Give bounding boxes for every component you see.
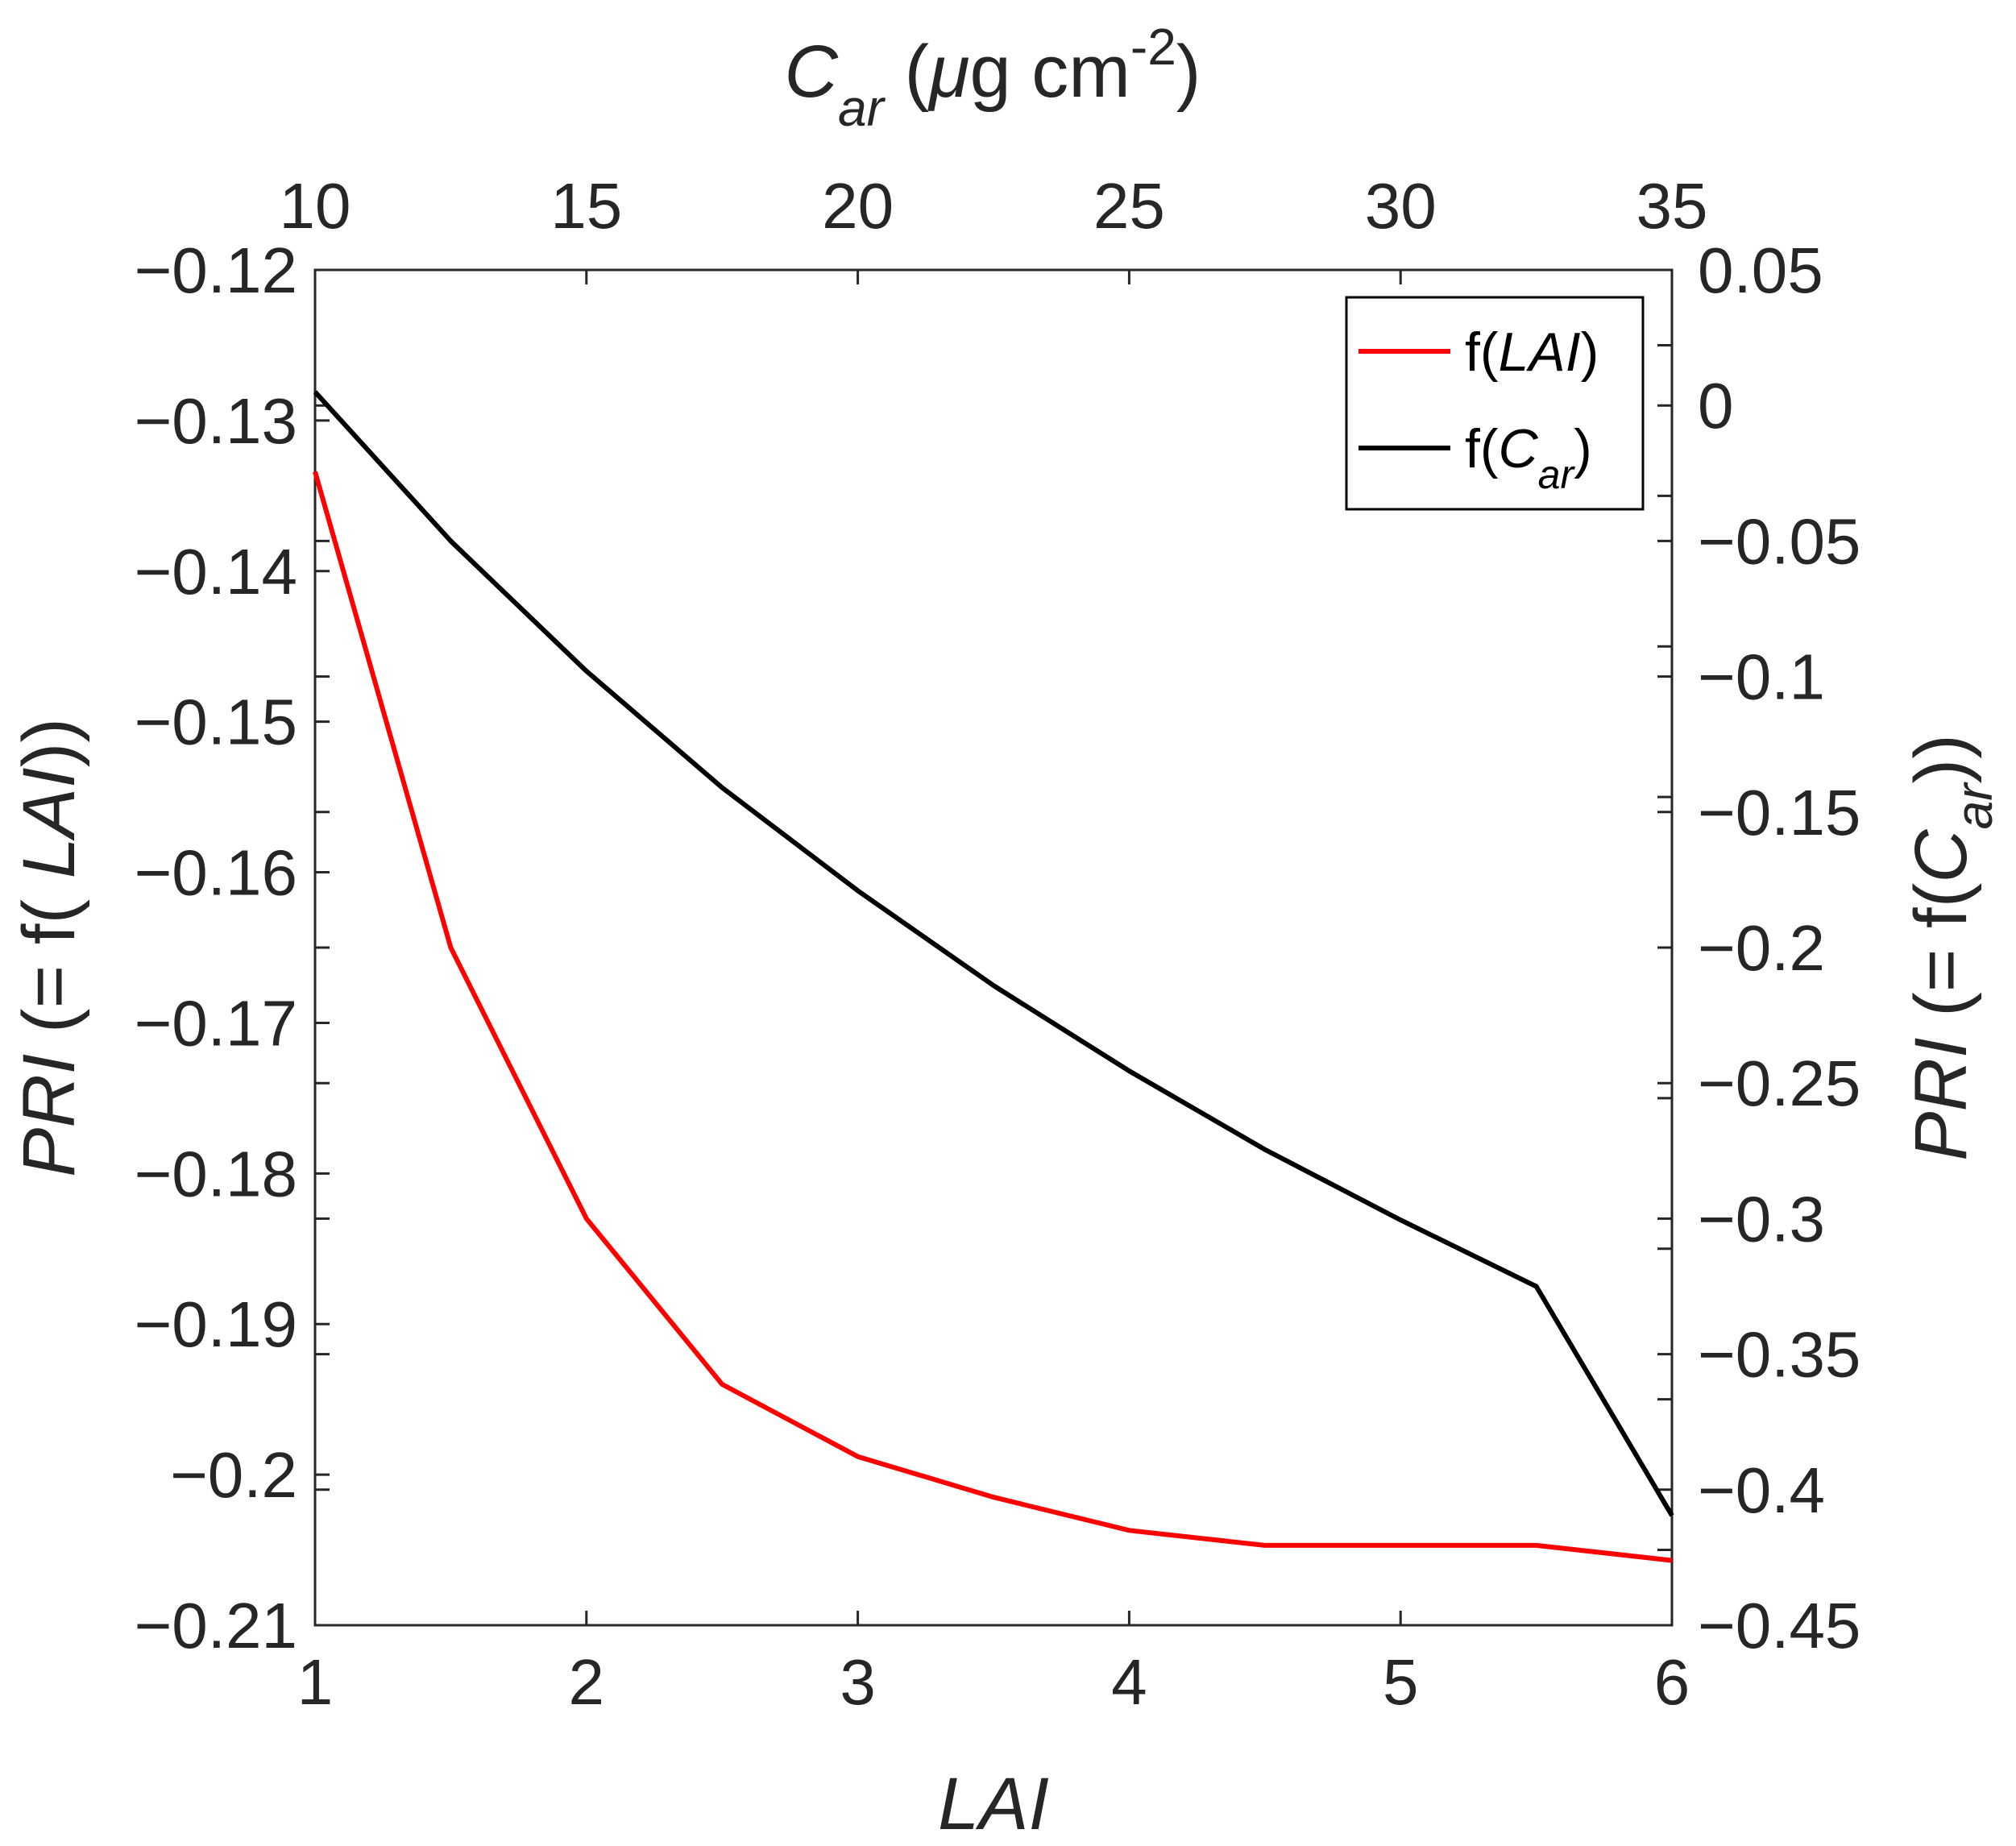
bottom-tick-label: 5 [1383, 1646, 1419, 1718]
series-line-f-lai [313, 471, 1673, 1563]
legend-box [1345, 296, 1645, 511]
top-tick-label: 35 [1636, 170, 1708, 242]
right-tick-label: −0.15 [1698, 777, 1860, 848]
bottom-tick-label: 4 [1111, 1646, 1147, 1718]
right-tick-label: −0.25 [1698, 1047, 1860, 1119]
left-tick-label: −0.2 [170, 1439, 297, 1511]
right-tick-label: 0.05 [1698, 234, 1823, 306]
left-axis-title: PRI (= f( LAI)) [8, 718, 90, 1177]
legend-label: f(Car) [1465, 418, 1592, 497]
left-tick-label: −0.21 [135, 1590, 297, 1661]
left-tick-label: −0.14 [135, 536, 297, 608]
bottom-tick-label: 6 [1654, 1646, 1690, 1718]
left-tick-label: −0.12 [135, 234, 297, 306]
bottom-tick-label: 1 [297, 1646, 334, 1718]
top-tick-label: 10 [280, 170, 351, 242]
right-axis-title: PRI (= f(Car)) [1900, 734, 2003, 1161]
legend: f(LAI) f(Car) [1345, 296, 1645, 511]
left-tick-label: −0.13 [135, 385, 297, 457]
top-tick-label: 15 [550, 170, 622, 242]
legend-label: f(LAI) [1465, 321, 1599, 383]
bottom-tick-label: 2 [569, 1646, 605, 1718]
bottom-tick-label: 3 [840, 1646, 876, 1718]
top-axis-title: Car (μg cm-2) [785, 18, 1201, 137]
left-tick-label: −0.17 [135, 987, 297, 1059]
left-tick-label: −0.15 [135, 687, 297, 758]
right-tick-label: −0.1 [1698, 641, 1825, 713]
right-tick-label: −0.45 [1698, 1590, 1860, 1661]
left-tick-label: −0.19 [135, 1288, 297, 1360]
right-tick-label: −0.4 [1698, 1454, 1825, 1526]
right-tick-label: −0.05 [1698, 505, 1860, 577]
top-tick-label: 20 [822, 170, 894, 242]
top-tick-label: 25 [1093, 170, 1165, 242]
right-tick-label: 0 [1698, 370, 1734, 442]
left-tick-label: −0.16 [135, 837, 297, 909]
right-tick-label: −0.35 [1698, 1319, 1860, 1391]
series-line-f-car [313, 390, 1674, 1517]
right-tick-label: −0.2 [1698, 912, 1825, 984]
right-tick-label: −0.3 [1698, 1183, 1825, 1255]
bottom-axis-title: LAI [938, 1763, 1049, 1845]
top-tick-label: 30 [1365, 170, 1437, 242]
left-tick-label: −0.18 [135, 1138, 297, 1209]
